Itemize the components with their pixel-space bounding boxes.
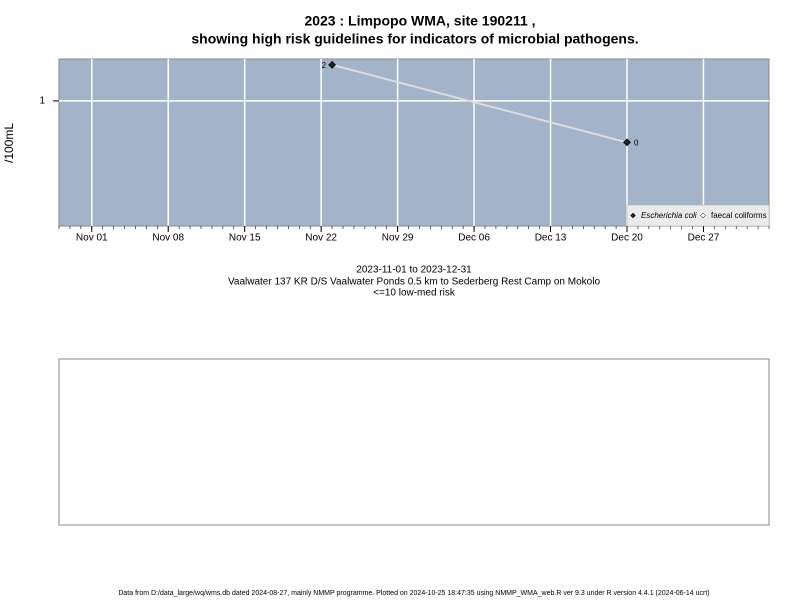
chart-title: 2023 : Limpopo WMA, site 190211 , — [304, 13, 535, 29]
plot-area — [58, 58, 770, 227]
empty-panel — [58, 358, 770, 526]
legend-box — [626, 204, 770, 227]
x-tick-label: Nov 01 — [76, 233, 108, 244]
y-tick-label: 1 — [39, 96, 45, 107]
data-label: 2 — [322, 61, 327, 70]
x-tick-label: Nov 15 — [229, 233, 261, 244]
caption: Vaalwater 137 KR D/S Vaalwater Ponds 0.5… — [228, 277, 600, 288]
x-tick-label: Nov 29 — [382, 233, 414, 244]
x-tick-label: Dec 20 — [611, 233, 643, 244]
caption: 2023-11-01 to 2023-12-31 — [356, 265, 472, 276]
legend-label: Escherichia coli — [641, 211, 697, 220]
legend-label: faecal coliforms — [711, 211, 767, 220]
y-axis-label: /100mL — [2, 123, 16, 163]
footer: Data from D:/data_large/wq/wms.db dated … — [118, 590, 709, 597]
caption: <=10 low-med risk — [373, 288, 456, 299]
series-line — [331, 63, 628, 144]
x-tick-label: Dec 27 — [688, 233, 720, 244]
data-label: 0 — [634, 138, 639, 147]
chart-subtitle: showing high risk guidelines for indicat… — [191, 31, 638, 47]
data-point — [623, 138, 631, 147]
legend-symbol — [700, 212, 706, 219]
legend-symbol — [630, 212, 636, 219]
x-tick-label: Dec 06 — [458, 233, 490, 244]
x-tick-label: Dec 13 — [535, 233, 567, 244]
x-tick-label: Nov 22 — [305, 233, 337, 244]
x-tick-label: Nov 08 — [152, 233, 184, 244]
data-point — [328, 60, 337, 69]
